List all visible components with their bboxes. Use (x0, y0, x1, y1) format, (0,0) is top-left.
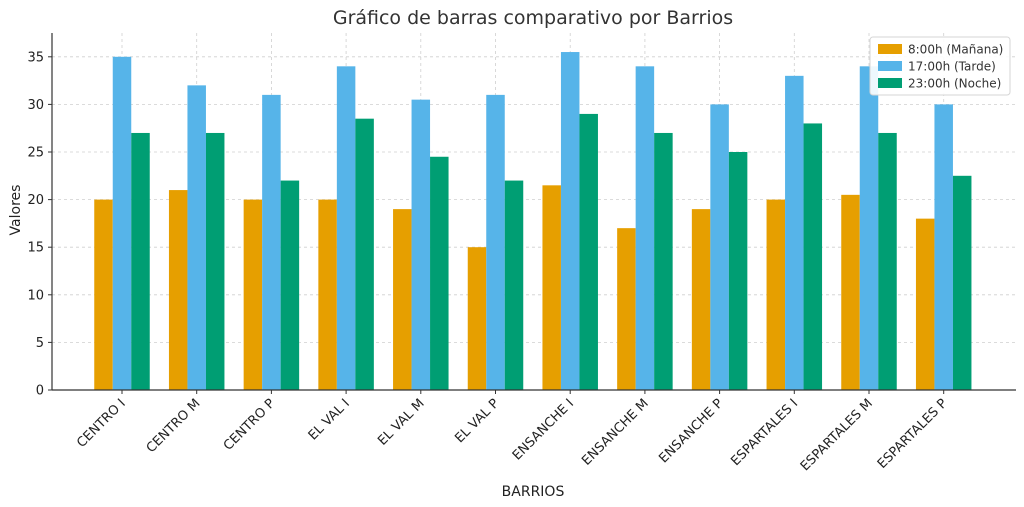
bar (710, 104, 729, 391)
bar (205, 132, 225, 390)
bars (94, 52, 972, 391)
bar (859, 66, 879, 390)
legend-label: 17:00h (Tarde) (908, 60, 996, 74)
bar (915, 218, 935, 390)
bar (336, 66, 356, 390)
bar (355, 118, 374, 391)
x-tick-label: EL VAL M (375, 396, 427, 448)
bar (635, 66, 655, 390)
bar (952, 175, 972, 390)
x-tick-label: ENSANCHE M (579, 396, 651, 468)
legend-swatch (878, 78, 902, 88)
bar (654, 132, 673, 390)
bar (467, 247, 487, 390)
y-axis-title: Valores (8, 185, 24, 236)
bar (168, 190, 188, 390)
legend-frame (869, 36, 1011, 96)
bar (486, 94, 505, 390)
x-tick-label: ESPARTALES I (728, 396, 801, 469)
x-axis-title: BARRIOS (502, 484, 565, 500)
x-tick-label: ENSANCHE P (656, 396, 726, 466)
x-tick-labels: CENTRO I CENTRO M CENTRO P EL VAL I EL VAL M… (74, 396, 950, 474)
bar (411, 99, 431, 390)
x-tick-label: ESPARTALES M (798, 396, 876, 474)
bar (579, 113, 598, 391)
bar (803, 123, 823, 390)
y-tick-label: 35 (27, 50, 44, 65)
bar (318, 199, 337, 390)
grid (52, 33, 1016, 390)
bar (728, 152, 748, 390)
y-tick-label: 15 (27, 241, 44, 256)
bar (243, 199, 263, 390)
bar (841, 194, 860, 390)
y-tick-label: 20 (27, 193, 44, 208)
legend-label: 23:00h (Noche) (908, 77, 1001, 91)
bar (617, 228, 636, 390)
bar (262, 94, 281, 390)
bar (504, 180, 524, 390)
x-tick-label: CENTRO M (144, 396, 204, 456)
bar (934, 104, 953, 391)
bar (187, 85, 206, 391)
x-tick-label: CENTRO I (74, 396, 129, 451)
bar (393, 209, 412, 390)
bar (560, 52, 580, 390)
legend-swatch (878, 61, 902, 71)
x-tick-label: EL VAL P (452, 396, 502, 446)
legend: 8:00h (Mañana) 17:00h (Tarde) 23:00h (Noch… (869, 36, 1011, 96)
x-tick-label: CENTRO P (221, 396, 279, 454)
bar (766, 199, 786, 390)
y-tick-label: 30 (27, 98, 44, 113)
y-tick-label: 5 (36, 336, 44, 351)
y-tick-label: 10 (27, 288, 44, 303)
bar (542, 185, 561, 390)
bar (112, 56, 132, 391)
x-tick-label: EL VAL I (306, 396, 353, 443)
bar (94, 199, 113, 390)
bar (280, 180, 300, 390)
bar (878, 132, 897, 390)
legend-swatch (878, 44, 902, 54)
bar (785, 75, 804, 390)
y-tick-label: 0 (36, 384, 44, 399)
bar (430, 156, 449, 390)
y-tick-label: 25 (27, 146, 44, 161)
chart-title: Gráfico de barras comparativo por Barrio… (333, 7, 733, 29)
y-tick-labels: 0 5 10 15 20 25 30 35 (27, 50, 44, 398)
x-tick-label: ENSANCHE I (510, 396, 577, 463)
axes (48, 33, 1016, 394)
x-tick-label: ESPARTALES P (875, 396, 951, 472)
legend-label: 8:00h (Mañana) (908, 43, 1003, 57)
bar (131, 132, 150, 390)
bar (691, 209, 711, 390)
